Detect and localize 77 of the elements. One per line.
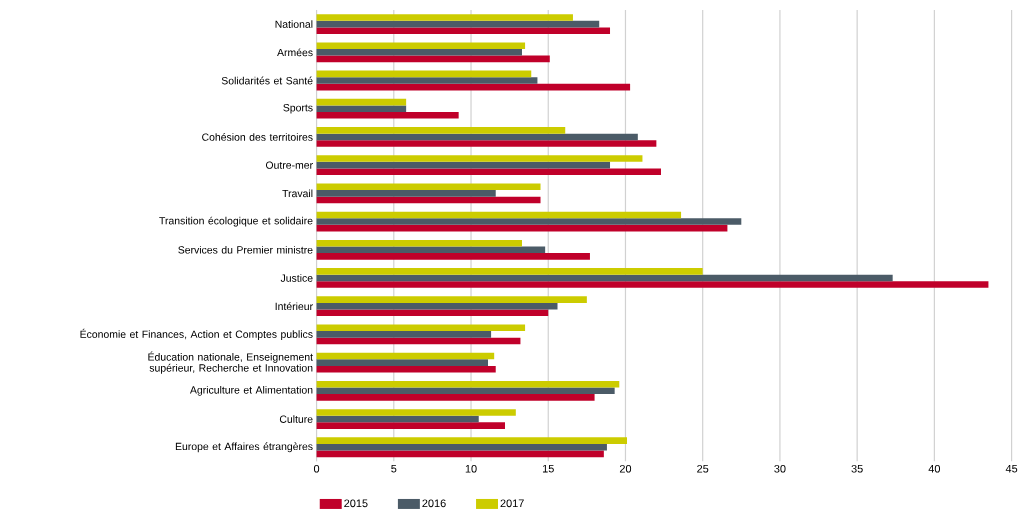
x-tick-label: 5	[391, 464, 397, 473]
bar	[316, 380, 620, 388]
bar	[316, 183, 541, 190]
bar	[316, 111, 459, 119]
y-tick-label: Transition écologique et solidaire	[159, 216, 313, 227]
y-tick-label: Europe et Affaires étrangères	[175, 442, 313, 453]
bar	[316, 352, 495, 360]
bar	[316, 20, 600, 28]
legend-label: 2017	[500, 499, 524, 508]
y-tick-label: National	[275, 20, 313, 28]
y-tick-label: Culture	[279, 415, 313, 423]
bar	[316, 168, 661, 175]
bar	[316, 422, 505, 429]
bar	[316, 415, 479, 423]
bar	[316, 70, 532, 78]
bar	[316, 252, 590, 260]
bar	[316, 48, 522, 56]
bar	[316, 55, 550, 63]
bar	[316, 27, 611, 34]
y-tick-label: Services du Premier ministre	[178, 245, 313, 254]
bar	[316, 140, 657, 147]
y-tick-label: Cohésion des territoires	[202, 132, 313, 141]
bar	[316, 324, 526, 331]
y-tick-label: Économie et Finances, Action et Comptes publics	[80, 328, 313, 340]
bar	[316, 330, 492, 338]
x-tick-label: 10	[465, 464, 477, 473]
legend-label: 2016	[422, 499, 446, 508]
bar	[316, 155, 643, 162]
bar	[316, 302, 558, 310]
bar	[316, 161, 611, 169]
legend-label: 2015	[344, 499, 368, 508]
x-tick-label: 20	[619, 464, 632, 473]
x-tick-label: 30	[774, 464, 786, 473]
x-tick-label: 35	[851, 464, 863, 473]
bar	[316, 189, 496, 197]
bar	[316, 437, 628, 444]
bar	[316, 196, 541, 204]
bar	[316, 450, 604, 458]
y-tick-label: Travail	[282, 189, 313, 198]
bar	[316, 296, 587, 303]
y-tick-label: Justice	[280, 274, 313, 282]
bar	[316, 394, 595, 401]
y-tick-label: Intérieur	[275, 302, 313, 310]
bar	[316, 267, 703, 275]
bar	[316, 239, 522, 247]
bar	[316, 309, 549, 316]
bar	[316, 337, 521, 345]
bar	[316, 359, 489, 366]
bar	[316, 246, 546, 253]
bar	[316, 409, 516, 416]
bar	[316, 274, 893, 282]
bar	[316, 42, 526, 49]
bar	[316, 77, 538, 84]
x-tick-label: 25	[697, 464, 709, 473]
x-tick-label: 0	[313, 464, 320, 473]
y-tick-label: Armées	[277, 48, 313, 57]
y-tick-label: Sports	[283, 103, 313, 114]
bar	[316, 133, 638, 141]
bar	[316, 281, 989, 288]
y-tick-label: Agriculture et Alimentation	[189, 385, 313, 396]
x-tick-label: 40	[928, 464, 941, 473]
x-tick-label: 15	[542, 464, 554, 473]
bar	[316, 105, 407, 112]
bar	[316, 443, 607, 451]
bar	[316, 218, 742, 225]
y-tick-label: Outre-mer	[265, 161, 313, 169]
bar	[316, 387, 615, 394]
bar	[316, 14, 573, 21]
bar	[316, 126, 566, 134]
y-tick-label: Solidarités et Santé	[221, 76, 313, 85]
bar	[316, 98, 407, 106]
bar	[316, 224, 728, 232]
bar	[316, 211, 682, 219]
y-tick-label: Éducation nationale, Enseignement supérieur, Recherche et Innovation	[148, 351, 313, 374]
bar	[316, 365, 496, 373]
x-tick-label: 45	[1005, 464, 1018, 473]
bar	[316, 83, 631, 91]
